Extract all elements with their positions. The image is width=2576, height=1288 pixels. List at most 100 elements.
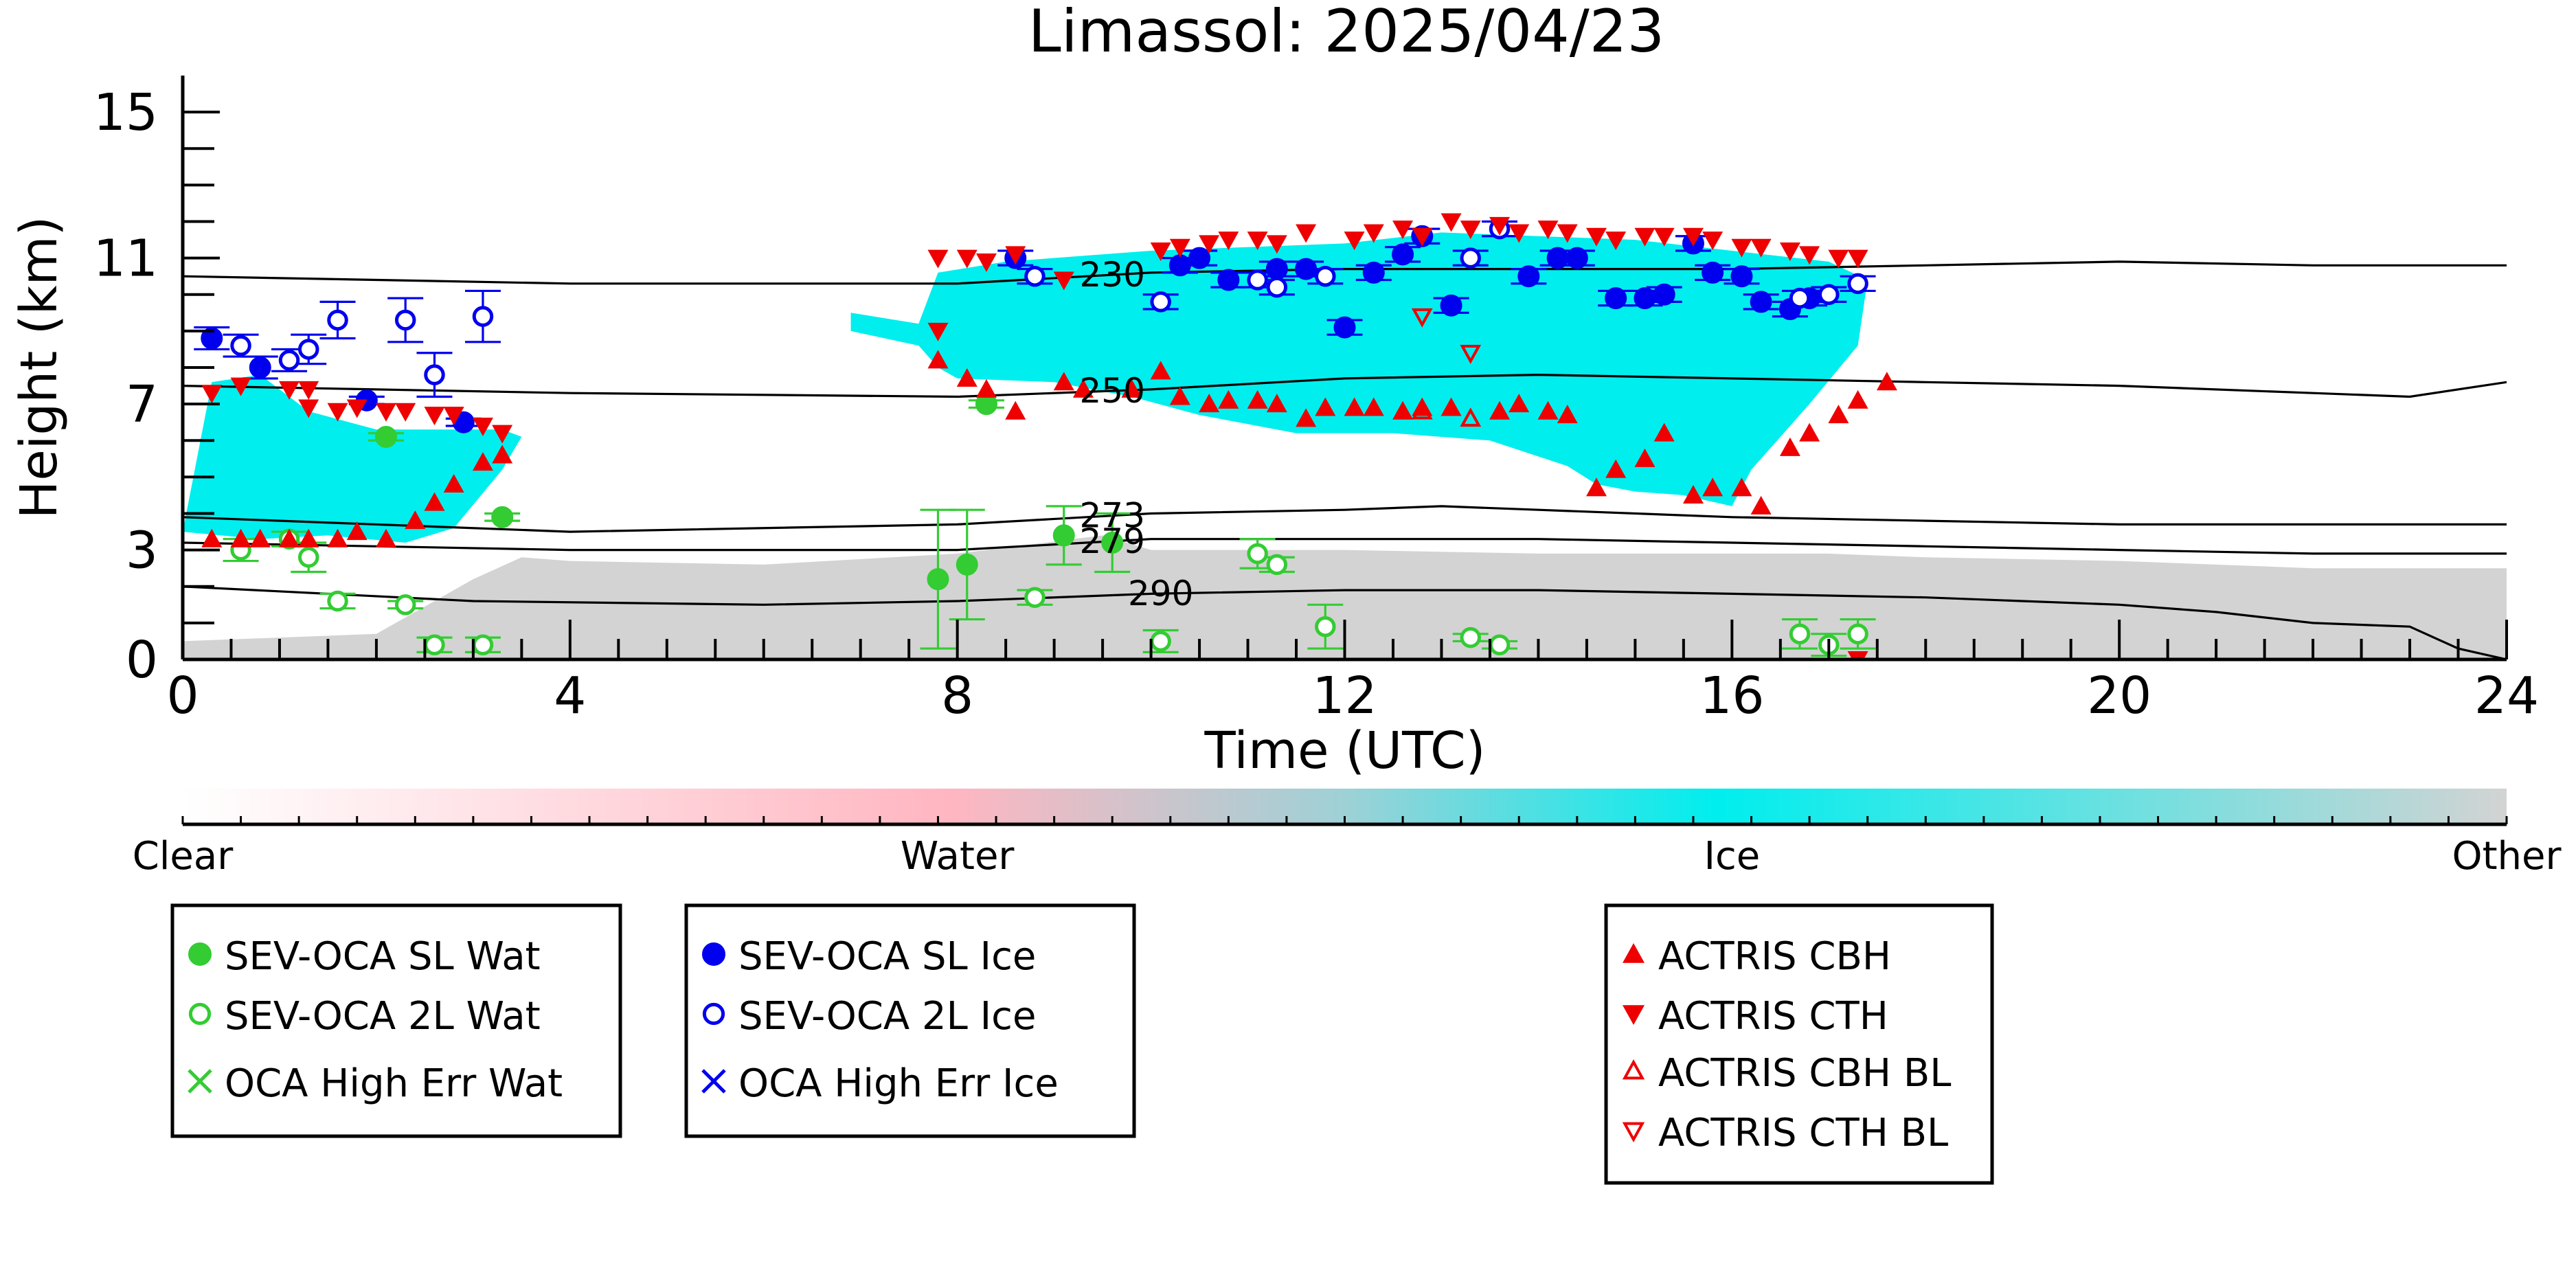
x-tick-label-24: 24 (2474, 666, 2539, 725)
actris-cbh-point-49 (1876, 372, 1897, 391)
sev-oca-2l-wat-point-16 (1847, 623, 1868, 645)
actris-cbh-point-35 (1537, 400, 1559, 420)
actris-cbh-point-14 (956, 368, 978, 387)
legend-entry-actris-cbh: ACTRIS CBH (1623, 934, 1891, 979)
actris-cbh-point-19 (1121, 379, 1142, 398)
actris-cbh-point-27 (1315, 397, 1336, 416)
sev-oca-2l-ice-point-0 (230, 335, 251, 357)
actris-cbh-point-44 (1750, 495, 1772, 515)
actris-cbh-point-43 (1731, 477, 1752, 497)
chart-title: Limassol: 2025/04/23 (1028, 0, 1664, 66)
sev-oca-sl-ice-point-9 (1295, 258, 1318, 280)
legend-3: ACTRIS CBH ACTRIS CTH ACTRIS CBH BL ACTRIS … (1604, 903, 1994, 1185)
legend-entry-actris-cth-bl-marker (1622, 1122, 1645, 1142)
legend-entry-oca-high-err-ice-label: OCA High Err Ice (738, 1061, 1059, 1106)
y-tick-label-3: 3 (126, 521, 158, 580)
x-tick-label-0: 0 (166, 666, 199, 725)
sev-oca-2l-ice-point-14 (1789, 287, 1811, 309)
actris-cth-point-2 (279, 381, 300, 400)
sev-oca-2l-wat-point-6 (472, 634, 494, 655)
legend-entry-sev-oca-2l-wat: SEV-OCA 2L Wat (188, 994, 541, 1039)
actris-cbh-point-18 (1072, 379, 1094, 398)
sev-oca-2l-ice-point-3 (327, 309, 348, 331)
sev-oca-2l-wat-point-10 (1266, 554, 1288, 576)
legend-2: SEV-OCA SL Ice SEV-OCA 2L Ice OCA High Err… (684, 903, 1136, 1138)
sev-oca-sl-ice-point-11 (1362, 261, 1385, 284)
sev-oca-sl-ice-point-16 (1546, 247, 1569, 269)
actris-cth-point-8 (395, 403, 416, 422)
sev-oca-sl-ice-point-1 (249, 357, 271, 379)
colorbar-ticks (181, 816, 2508, 824)
contour-line-279 (183, 538, 2507, 555)
legend-entry-oca-high-err-ice-marker-stroke-b (701, 1069, 726, 1094)
legend-entry-sev-oca-sl-ice-marker (702, 942, 725, 966)
actris-cth-point-33 (1509, 224, 1530, 243)
legend-entry-oca-high-err-ice-marker (701, 1069, 726, 1094)
actris-cth-point-28 (1392, 221, 1414, 240)
actris-cth-point-37 (1605, 231, 1627, 251)
actris-cbh-point-1 (230, 528, 251, 547)
actris-cbh-point-20 (1150, 361, 1171, 380)
colorbar-label-water: Water (901, 834, 1015, 879)
actris-cth-point-16 (975, 253, 997, 272)
actris-cbh-point-10 (443, 474, 464, 493)
actris-cth-point-24 (1266, 235, 1287, 254)
contour-line-273 (183, 505, 2507, 533)
legend-entry-actris-cbh-bl-marker (1622, 1059, 1645, 1080)
legend-entry-sev-oca-sl-ice: SEV-OCA SL Ice (702, 934, 1036, 979)
actris-cth-point-22 (1218, 231, 1239, 251)
sev-oca-sl-wat-point-5 (1052, 524, 1075, 547)
y-axis-label: Height (km) (10, 216, 69, 519)
actris-cth-point-21 (1199, 235, 1220, 254)
legend-entry-actris-cbh-bl-label: ACTRIS CBH BL (1658, 1051, 1951, 1096)
actris-cth-point-13 (927, 322, 949, 341)
actris-cth-point-44 (1779, 242, 1800, 261)
actris-cbh-point-2 (249, 528, 271, 547)
actris-cbh-point-34 (1509, 394, 1530, 413)
actris-cth-point-35 (1557, 224, 1578, 243)
legend-entry-oca-high-err-wat-label: OCA High Err Wat (225, 1061, 563, 1106)
sev-oca-sl-ice-point-7 (1217, 269, 1240, 291)
sev-oca-2l-ice-point-1 (278, 350, 300, 371)
contour-line-250 (183, 373, 2507, 398)
x-tick-label-12: 12 (1312, 666, 1377, 725)
sev-oca-sl-ice-point-19 (1634, 287, 1656, 310)
actris-cbh-point-4 (298, 528, 319, 547)
temperature-contours (183, 260, 2507, 659)
legend-entry-oca-high-err-wat-marker (188, 1069, 212, 1094)
x-tick-label-8: 8 (941, 666, 973, 725)
sev-oca-sl-ice-point-24 (1750, 291, 1772, 313)
actris-cbh-point-7 (376, 528, 397, 547)
legend-entry-sev-oca-sl-wat: SEV-OCA SL Wat (188, 934, 541, 979)
x-tick-label-4: 4 (554, 666, 586, 725)
sev-oca-sl-wat-point-2 (927, 568, 949, 591)
sev-oca-2l-wat-point-11 (1315, 615, 1336, 637)
colorbar-label-clear: Clear (133, 834, 234, 879)
contour-label-250: 250 (1079, 371, 1144, 411)
actris-cbh-bl-point-0 (1411, 400, 1433, 420)
actris-cth-point-25 (1296, 224, 1317, 243)
legend-2-frame (684, 903, 1136, 1138)
legend-entry-oca-high-err-wat-marker-stroke-b (188, 1069, 212, 1094)
legend-entry-actris-cbh-marker (1623, 943, 1645, 963)
actris-cth-point-48 (1847, 651, 1868, 659)
actris-cbh-point-40 (1653, 422, 1675, 442)
sev-oca-sl-ice-point-0 (201, 327, 223, 350)
contour-label-273: 273 (1079, 496, 1144, 536)
sev-oca-sl-ice-point-8 (1265, 258, 1288, 280)
actris-cth-point-36 (1585, 227, 1607, 247)
sev-oca-2l-ice-point-5 (424, 364, 445, 385)
sev-oca-sl-ice-point-20 (1653, 283, 1675, 306)
actris-cbh-point-47 (1828, 405, 1849, 424)
sev-oca-2l-ice-point-15 (1818, 284, 1840, 305)
contour-label-290: 290 (1128, 574, 1193, 613)
legend-entry-sev-oca-sl-ice-label: SEV-OCA SL Ice (738, 934, 1036, 979)
sev-oca-sl-wat-point-6 (1101, 532, 1124, 554)
legend-entry-sev-oca-sl-wat-label: SEV-OCA SL Wat (225, 934, 541, 979)
actris-cth-point-11 (472, 418, 493, 436)
actris-cth-point-39 (1653, 227, 1675, 247)
actris-cth-point-19 (1150, 242, 1171, 261)
actris-cbh-point-39 (1634, 448, 1656, 467)
y-ticks: 0 3 7 11 15 (93, 83, 220, 690)
